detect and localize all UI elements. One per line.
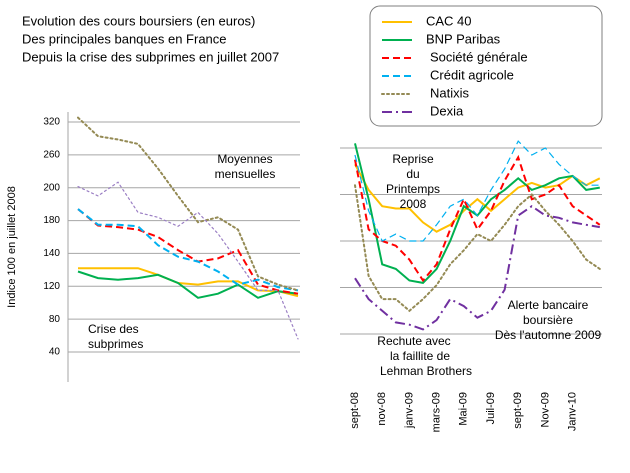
annotation: Dès l'automne 2009 — [495, 328, 602, 342]
annotation: du — [406, 167, 419, 181]
legend-box — [369, 5, 603, 127]
annotation: subprimes — [88, 337, 143, 351]
annotation: Moyennes — [217, 152, 272, 166]
series-line — [77, 116, 299, 292]
annotation: Alerte bancaire — [508, 298, 589, 312]
y-tick-label: 320 — [43, 117, 60, 128]
chart-title: Des principales banques en France — [22, 31, 227, 46]
x-tick-label: Janv-10 — [567, 392, 579, 431]
y-tick-label: 260 — [43, 149, 60, 160]
annotation: Lehman Brothers — [380, 364, 472, 378]
annotation: 2008 — [400, 197, 427, 211]
annotation: Reprise — [392, 152, 434, 166]
x-tick-label: janv-09 — [403, 392, 415, 429]
series-line — [77, 181, 299, 340]
annotation: mensuelles — [215, 167, 276, 181]
series-line — [354, 204, 600, 331]
annotation: Rechute avec — [377, 334, 450, 348]
legend-label: Dexia — [430, 103, 464, 118]
annotation: Printemps — [386, 182, 440, 196]
y-tick-label: 140 — [43, 248, 60, 259]
series-line — [354, 184, 601, 313]
x-tick-label: Nov-09 — [539, 392, 551, 427]
legend-label: Natixis — [430, 85, 470, 100]
x-tick-label: sept-09 — [512, 392, 524, 429]
series-line — [354, 163, 601, 233]
y-tick-label: 120 — [43, 281, 60, 292]
legend-label: Crédit agricole — [430, 67, 514, 82]
annotation: la faillite de — [390, 349, 450, 363]
x-tick-label: mars-09 — [431, 392, 443, 432]
series-line — [77, 208, 299, 295]
legend-label: BNP Paribas — [426, 31, 501, 46]
annotation: boursière — [523, 313, 573, 327]
y-axis-label: Indice 100 en juillet 2008 — [6, 186, 18, 308]
y-tick-label: 200 — [43, 182, 60, 193]
x-tick-label: nov-08 — [376, 392, 388, 426]
chart-title: Depuis la crise des subprimes en juillet… — [22, 49, 279, 64]
x-tick-label: sept-08 — [349, 392, 361, 429]
series-line — [77, 208, 299, 292]
legend-label: Société générale — [430, 49, 528, 64]
x-tick-label: Mai-09 — [458, 392, 470, 426]
series-line — [354, 140, 600, 242]
y-tick-label: 180 — [43, 215, 60, 226]
annotation: Crise des — [88, 322, 139, 336]
y-tick-label: 40 — [49, 347, 61, 358]
chart-title: Evolution des cours boursiers (en euros) — [22, 13, 255, 28]
series-line — [77, 270, 299, 299]
legend-label: CAC 40 — [426, 13, 472, 28]
y-tick-label: 80 — [49, 314, 61, 325]
series-line — [354, 154, 601, 283]
x-tick-label: Juil-09 — [485, 392, 497, 424]
